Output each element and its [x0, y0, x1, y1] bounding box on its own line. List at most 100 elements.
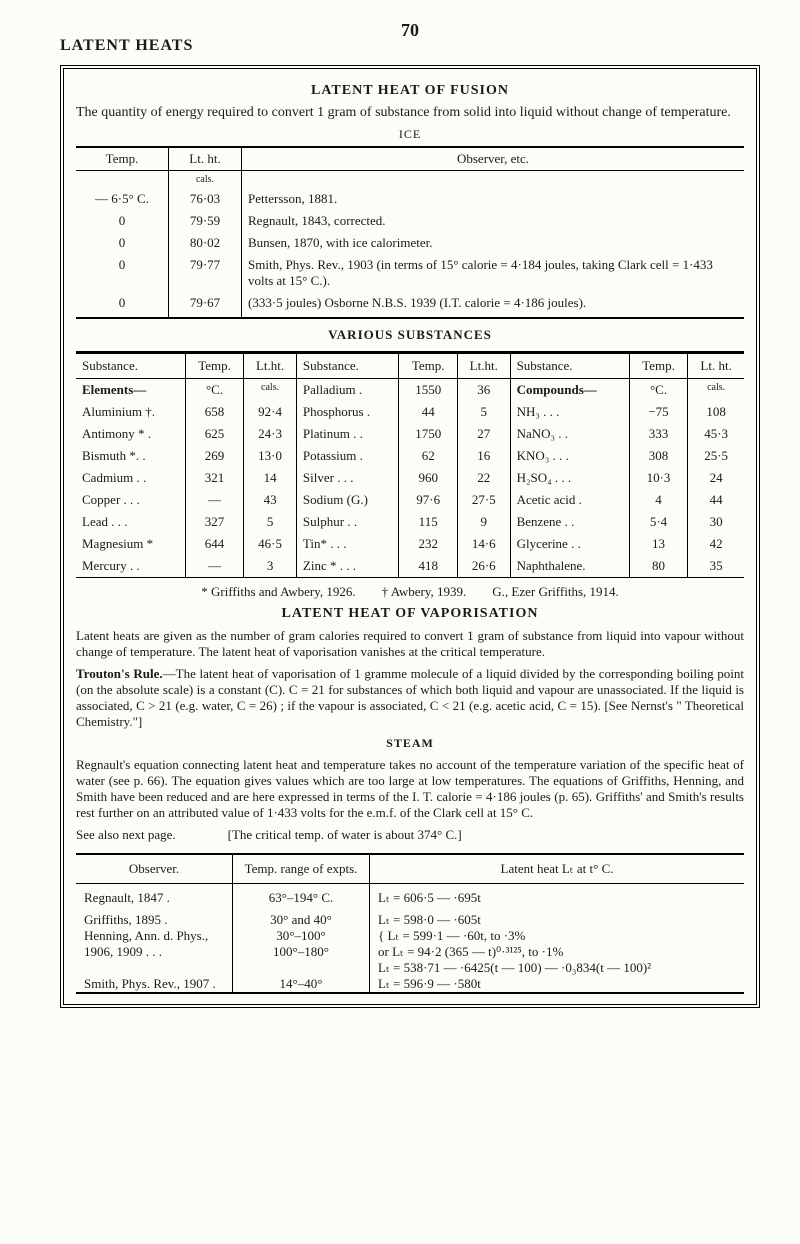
ice-r2-o: Bunsen, 1870, with ice calorimeter. — [242, 232, 745, 254]
ice-r2-l: 80·02 — [169, 232, 242, 254]
v2-1: 625 — [185, 423, 243, 445]
v1-7: −75 — [629, 401, 687, 423]
v6-7: 5·4 — [629, 511, 687, 533]
ice-h3: Observer, etc. — [242, 147, 745, 171]
vapor-p1: Latent heats are given as the number of … — [76, 628, 744, 660]
v-h5: Temp. — [399, 354, 457, 379]
v4-0: Cadmium . . — [76, 467, 185, 489]
v-h6: Lt.ht. — [457, 354, 510, 379]
v8-4: 418 — [399, 555, 457, 577]
ice-r3-o: Smith, Phys. Rev., 1903 (in terms of 15°… — [242, 254, 745, 292]
v4-7: 10·3 — [629, 467, 687, 489]
v2-0: Antimony * . — [76, 423, 185, 445]
ice-r4-l: 79·67 — [169, 292, 242, 318]
v-h9: Lt. ht. — [688, 354, 744, 379]
v1-5: 5 — [457, 401, 510, 423]
v2-2: 24·3 — [244, 423, 297, 445]
o-h1: Observer. — [76, 855, 233, 884]
o-h3: Latent heat Lₜ at t° C. — [370, 855, 745, 884]
v1-3: Phosphorus . — [296, 401, 399, 423]
v-h7: Substance. — [510, 354, 629, 379]
o-r1-1: 30° and 40° — [233, 912, 370, 928]
ice-r2-t: 0 — [76, 232, 169, 254]
see-also: See also next page. [The critical temp. … — [76, 827, 744, 843]
v3-1: 269 — [185, 445, 243, 467]
v4-5: 22 — [457, 467, 510, 489]
v5-4: 97·6 — [399, 489, 457, 511]
o-r3-2: Lₜ = 596·9 — ·580t — [370, 976, 745, 992]
v6-4: 115 — [399, 511, 457, 533]
ice-r4-t: 0 — [76, 292, 169, 318]
v8-3: Zinc * . . . — [296, 555, 399, 577]
v1-1: 658 — [185, 401, 243, 423]
v6-3: Sulphur . . — [296, 511, 399, 533]
v7-8: 42 — [688, 533, 744, 555]
ice-r1-l: 79·59 — [169, 210, 242, 232]
v7-7: 13 — [629, 533, 687, 555]
steam-label: STEAM — [76, 736, 744, 751]
v8-1: — — [185, 555, 243, 577]
v3-8: 25·5 — [688, 445, 744, 467]
v8-2: 3 — [244, 555, 297, 577]
v7-5: 14·6 — [457, 533, 510, 555]
v3-4: 62 — [399, 445, 457, 467]
v8-5: 26·6 — [457, 555, 510, 577]
compounds-head: Compounds— — [517, 382, 597, 397]
v7-6: Glycerine . . — [510, 533, 629, 555]
v4-6: H₂SO₄ . . . — [510, 467, 629, 489]
v2-8: 45·3 — [688, 423, 744, 445]
v5-0: Copper . . . — [76, 489, 185, 511]
v4-3: Silver . . . — [296, 467, 399, 489]
v2-6: NaNO₃ . . — [510, 423, 629, 445]
trouton-head: Trouton's Rule. — [76, 666, 163, 681]
v8-8: 35 — [688, 555, 744, 577]
v-h1: Substance. — [76, 354, 185, 379]
v5-2: 43 — [244, 489, 297, 511]
o-h2: Temp. range of expts. — [233, 855, 370, 884]
v-h2: Temp. — [185, 354, 243, 379]
ice-r3-l: 79·77 — [169, 254, 242, 292]
v2-7: 333 — [629, 423, 687, 445]
g3t: °C. — [629, 379, 687, 402]
v5-7: 4 — [629, 489, 687, 511]
g1t: °C. — [185, 379, 243, 402]
v8-0: Mercury . . — [76, 555, 185, 577]
observers-table: Observer. Temp. range of expts. Latent h… — [76, 855, 744, 992]
o-r2-0: Henning, Ann. d. Phys., 1906, 1909 . . . — [76, 928, 233, 976]
ice-r0-t: — 6·5° C. — [76, 188, 169, 210]
steam-p: Regnault's equation connecting latent he… — [76, 757, 744, 821]
v5-3: Sodium (G.) — [296, 489, 399, 511]
ice-r4-o: (333·5 joules) Osborne N.B.S. 1939 (I.T.… — [242, 292, 745, 318]
v1-8: 108 — [688, 401, 744, 423]
v6-6: Benzene . . — [510, 511, 629, 533]
v3-7: 308 — [629, 445, 687, 467]
v7-3: Tin* . . . — [296, 533, 399, 555]
ice-r1-o: Regnault, 1843, corrected. — [242, 210, 745, 232]
v2-3: Platinum . . — [296, 423, 399, 445]
v1-2: 92·4 — [244, 401, 297, 423]
o-r3-0: Smith, Phys. Rev., 1907 . — [76, 976, 233, 992]
ice-table: Temp. Lt. ht. Observer, etc. cals. — 6·5… — [76, 146, 744, 319]
v1-6: NH₃ . . . — [510, 401, 629, 423]
ice-r3-t: 0 — [76, 254, 169, 292]
cals-label: cals. — [169, 171, 242, 189]
o-r1-2: Lₜ = 598·0 — ·605t — [370, 912, 745, 928]
v2-5: 27 — [457, 423, 510, 445]
v5-5: 27·5 — [457, 489, 510, 511]
v4-2: 14 — [244, 467, 297, 489]
v5-1: — — [185, 489, 243, 511]
v4-1: 321 — [185, 467, 243, 489]
vapor-title: LATENT HEAT OF VAPORISATION — [76, 606, 744, 622]
v6-8: 30 — [688, 511, 744, 533]
ice-r1-t: 0 — [76, 210, 169, 232]
o-r0-2: Lₜ = 606·5 — ·695t — [370, 884, 745, 913]
trouton: Trouton's Rule.—The latent heat of vapor… — [76, 666, 744, 730]
v7-0: Magnesium * — [76, 533, 185, 555]
v5-8: 44 — [688, 489, 744, 511]
v-h4: Substance. — [296, 354, 399, 379]
v7-2: 46·5 — [244, 533, 297, 555]
fusion-title: LATENT HEAT OF FUSION — [76, 83, 744, 99]
v1-4: 44 — [399, 401, 457, 423]
v3-2: 13·0 — [244, 445, 297, 467]
elements-head: Elements— — [82, 382, 146, 397]
